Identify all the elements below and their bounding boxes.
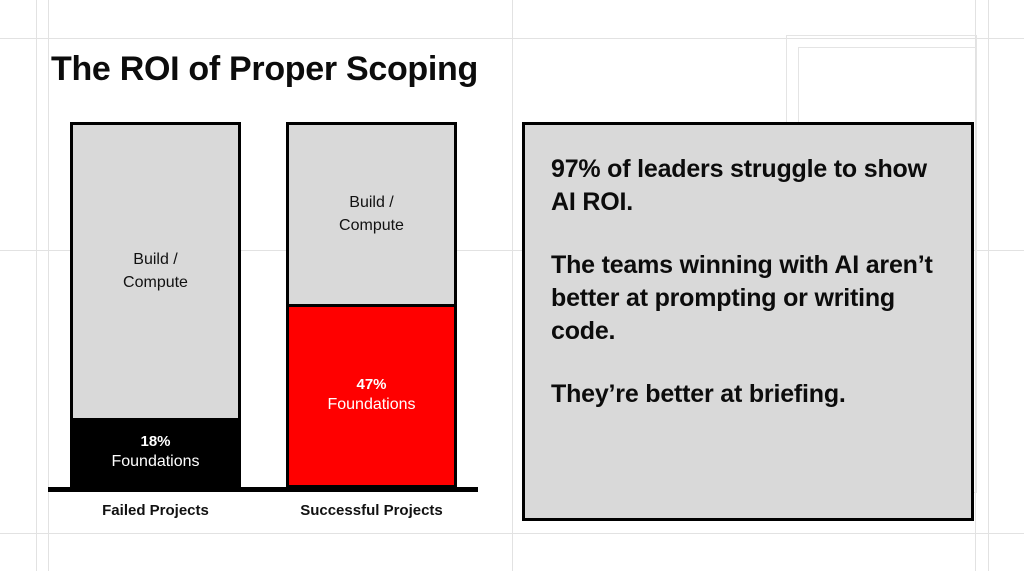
callout-paragraph-1: 97% of leaders struggle to show AI ROI. xyxy=(551,155,927,216)
segment-percent: 47% xyxy=(356,376,387,394)
guide-line-vertical xyxy=(36,0,37,571)
segment-label-line2: Compute xyxy=(339,217,404,235)
segment-percent: 18% xyxy=(140,433,171,451)
guide-line-vertical xyxy=(48,0,49,571)
chart-axis-line xyxy=(48,487,478,492)
callout-paragraph-2: The teams winning with AI aren’t better … xyxy=(551,251,933,345)
guide-line-vertical xyxy=(512,0,513,571)
stacked-bar-chart: Build / Compute 18% Foundations Build / … xyxy=(48,122,478,519)
category-label-successful-projects: Successful Projects xyxy=(300,502,443,519)
callout-panel: 97% of leaders struggle to show AI ROI. … xyxy=(522,122,974,521)
bar-segment-foundations: 18% Foundations xyxy=(73,420,238,485)
guide-line-horizontal xyxy=(0,533,1024,534)
callout-paragraph-3: They’re better at briefing. xyxy=(551,380,846,408)
segment-label: Foundations xyxy=(111,453,200,471)
guide-line-vertical xyxy=(975,0,976,571)
bar-segment-build-compute: Build / Compute xyxy=(73,125,238,421)
guide-line-horizontal xyxy=(0,38,1024,39)
category-label-failed-projects: Failed Projects xyxy=(102,502,209,519)
page-title: The ROI of Proper Scoping xyxy=(51,50,478,88)
bar-segment-foundations: 47% Foundations xyxy=(289,306,454,485)
segment-label-line1: Build / xyxy=(349,194,394,212)
guide-line-vertical xyxy=(988,0,989,571)
guide-line-horizontal xyxy=(0,250,1024,251)
bar-successful-projects: Build / Compute 47% Foundations xyxy=(286,122,457,488)
segment-label-line1: Build / xyxy=(133,251,178,269)
segment-label: Foundations xyxy=(327,396,416,414)
bar-failed-projects: Build / Compute 18% Foundations xyxy=(70,122,241,488)
segment-label-line2: Compute xyxy=(123,274,188,292)
bar-segment-build-compute: Build / Compute xyxy=(289,125,454,307)
